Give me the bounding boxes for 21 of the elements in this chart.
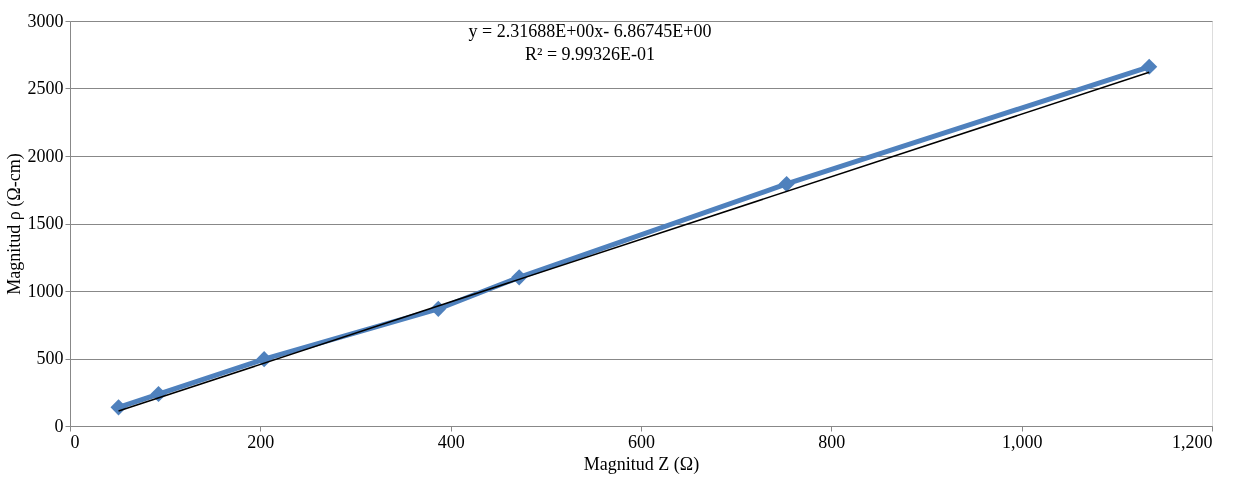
x-tick-label: 1,000 (1001, 431, 1043, 452)
y-tick-label: 0 (54, 415, 64, 436)
point (1141, 58, 1158, 75)
y-tick-label: 1500 (27, 213, 64, 233)
point (778, 175, 795, 193)
x-tick-label: 400 (437, 431, 465, 452)
annotation: y = 2.31688E+00x- 6.86745E+00 (468, 21, 712, 41)
x-tick-label: 800 (818, 431, 846, 452)
y-tick-label: 2500 (27, 78, 64, 98)
x-tick-label: 200 (247, 431, 275, 452)
x-tick-label: 600 (628, 431, 655, 452)
x-axis-title: Magnitud Z (Ω) (583, 453, 700, 475)
y-tick-label: 3000 (27, 10, 64, 31)
annotation: R² = 9.99326E-01 (524, 44, 656, 64)
y-tick-label: 500 (36, 348, 64, 368)
x-tick-label: 1,200 (1172, 431, 1213, 452)
x-tick-label: 0 (70, 431, 80, 452)
y-tick-label: 2000 (27, 145, 64, 166)
y-tick-label: 1000 (27, 280, 64, 301)
point (110, 399, 127, 416)
y-axis-title: Magnitud ρ (Ω-cm) (3, 153, 25, 295)
